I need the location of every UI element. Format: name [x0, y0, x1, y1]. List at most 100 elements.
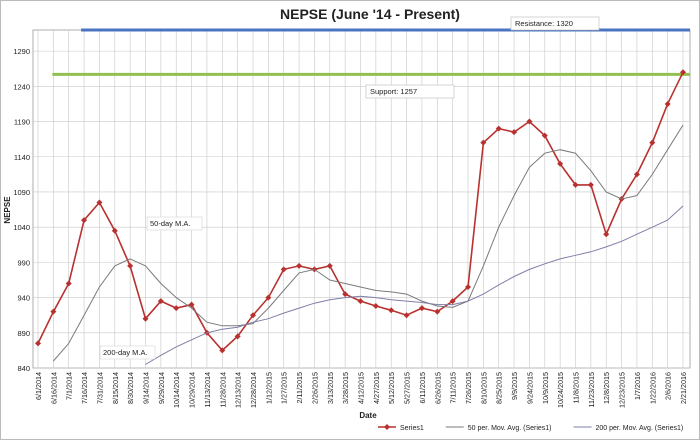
data-point	[65, 280, 72, 287]
data-point	[250, 312, 256, 319]
data-point	[157, 298, 164, 305]
x-tick-label: 1/27/2015	[280, 372, 289, 404]
legend-marker	[384, 424, 390, 430]
legend-label: Series1	[400, 425, 424, 432]
plot-area	[32, 29, 691, 369]
x-tick-label: 3/13/2015	[326, 372, 335, 404]
x-tick-label: 1/12/2015	[264, 372, 273, 404]
x-tick-label: 10/14/2014	[172, 372, 181, 408]
data-point	[372, 303, 379, 310]
data-point	[664, 100, 671, 107]
y-tick-label: 1090	[13, 188, 30, 197]
x-tick-label: 9/29/2014	[157, 372, 166, 404]
data-point	[572, 181, 579, 188]
x-tick-label: 9/14/2014	[142, 372, 151, 404]
data-point	[342, 291, 349, 298]
data-point	[680, 69, 686, 76]
y-tick-label: 1240	[13, 82, 30, 91]
data-point	[296, 262, 303, 269]
data-point	[495, 125, 502, 132]
data-point	[649, 139, 656, 146]
data-point	[96, 199, 103, 206]
x-tick-label: 2/6/2016	[664, 372, 673, 400]
x-tick-label: 12/23/2015	[618, 372, 627, 408]
y-tick-label: 1040	[13, 223, 30, 232]
y-tick-label: 1290	[13, 47, 30, 56]
data-point	[434, 308, 441, 315]
x-tick-label: 12/8/2015	[602, 372, 611, 404]
data-point	[465, 284, 471, 291]
annotation-box	[146, 216, 203, 231]
data-point	[142, 315, 149, 322]
chart-title: NEPSE (June '14 - Present)	[280, 6, 460, 22]
data-point	[526, 118, 533, 125]
x-tick-label: 4/12/2015	[357, 372, 366, 404]
reference-label-box	[510, 16, 600, 31]
x-tick-label: 10/29/2014	[188, 372, 197, 408]
y-tick-label: 990	[17, 258, 30, 267]
x-tick-label: 5/12/2015	[387, 372, 396, 404]
data-point	[173, 305, 180, 312]
x-tick-label: 1/7/2016	[633, 372, 642, 400]
x-tick-label: 4/27/2015	[372, 372, 381, 404]
y-tick-label: 840	[17, 364, 30, 373]
data-point	[280, 266, 287, 273]
data-point	[633, 171, 640, 178]
data-point	[234, 333, 241, 340]
x-tick-label: 8/15/2014	[111, 372, 120, 404]
annotation-box	[99, 345, 156, 360]
x-tick-label: 10/24/2015	[556, 372, 565, 408]
x-tick-label: 2/26/2015	[310, 372, 319, 404]
x-tick-label: 8/10/2015	[479, 372, 488, 404]
data-point	[357, 298, 364, 305]
y-axis-label: NEPSE	[3, 196, 12, 224]
x-tick-label: 7/1/2014	[65, 372, 74, 400]
legend-label: 50 per. Mov. Avg. (Series1)	[468, 425, 552, 432]
data-point	[111, 227, 118, 234]
x-tick-label: 3/28/2015	[341, 372, 350, 404]
x-tick-label: 5/27/2015	[403, 372, 412, 404]
x-tick-label: 8/30/2014	[126, 372, 135, 404]
x-tick-label: 9/24/2015	[525, 372, 534, 404]
data-point	[449, 298, 456, 305]
x-tick-label: 6/1/2014	[34, 372, 43, 400]
data-point	[587, 181, 594, 188]
x-tick-label: 6/11/2015	[418, 372, 427, 403]
data-point	[418, 305, 425, 312]
data-point	[188, 301, 195, 308]
data-point	[541, 132, 548, 139]
reference-label: Resistance: 1320	[515, 19, 573, 28]
data-point	[81, 217, 88, 224]
legend-label: 200 per. Mov. Avg. (Series1)	[596, 425, 684, 432]
data-point	[388, 307, 395, 314]
series-line	[145, 205, 684, 365]
y-tick-label: 1190	[14, 118, 30, 127]
reference-label-box	[365, 84, 455, 99]
series-line	[53, 124, 684, 362]
x-tick-label: 11/8/2015	[572, 372, 581, 403]
y-tick-label: 890	[17, 329, 30, 338]
data-point	[511, 129, 518, 136]
x-tick-label: 12/13/2014	[234, 372, 243, 408]
reference-label: Support: 1257	[370, 87, 417, 96]
data-point	[557, 160, 564, 167]
x-tick-label: 11/28/2014	[218, 372, 227, 407]
data-point	[127, 262, 134, 269]
data-point	[403, 312, 410, 319]
x-tick-label: 6/26/2015	[433, 372, 442, 404]
x-tick-label: 2/21/2016	[679, 372, 688, 404]
x-tick-label: 6/16/2014	[49, 372, 58, 404]
data-point	[326, 262, 333, 269]
x-tick-label: 2/11/2015	[295, 372, 304, 403]
data-point	[265, 294, 272, 301]
x-tick-label: 8/25/2015	[495, 372, 504, 404]
x-tick-label: 7/11/2015	[449, 372, 458, 403]
data-point	[219, 347, 226, 354]
data-point	[480, 139, 487, 146]
x-tick-label: 7/31/2014	[95, 372, 104, 404]
annotation: 50-day M.A.	[150, 219, 190, 228]
x-tick-label: 12/28/2014	[249, 372, 258, 408]
x-tick-label: 1/22/2016	[648, 372, 657, 404]
x-tick-label: 7/26/2015	[464, 372, 473, 404]
